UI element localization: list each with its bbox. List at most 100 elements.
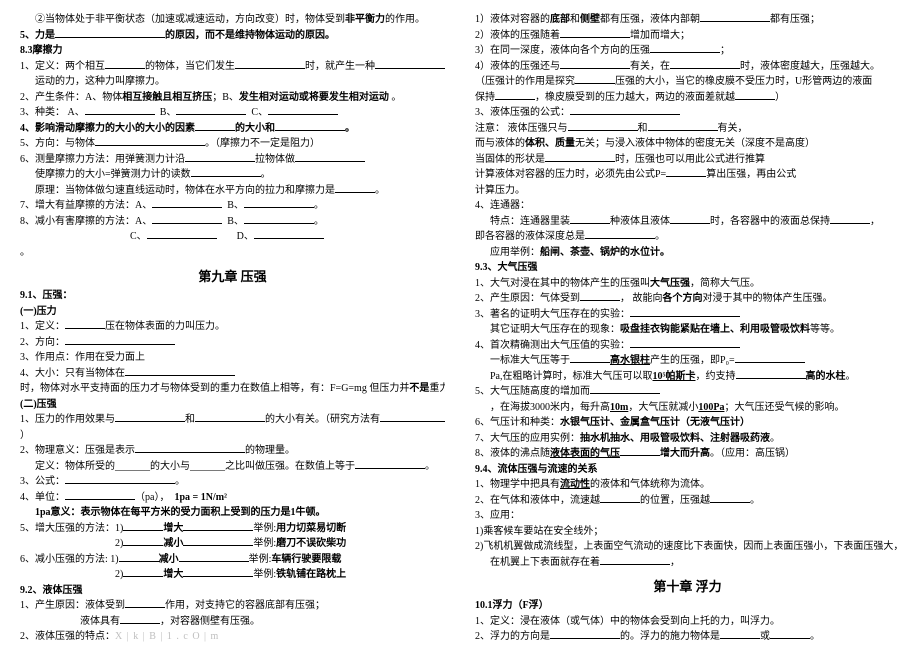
text-line: 2)减小举例:磨刀不误砍柴功 <box>20 536 445 552</box>
t: 1pa = 1N/m² <box>174 492 227 503</box>
t: 。 <box>314 200 324 211</box>
text-line: 特点：连通器里装种液体且液体时，各容器中的液面总保持， <box>475 214 900 230</box>
t: 8、液体的沸点随 <box>475 448 550 459</box>
t: 。 <box>846 371 856 382</box>
t: 相互接触且相互挤压 <box>122 92 212 103</box>
text-line: 4）液体的压强还与有关，在时，液体密度越大，压强越大。 <box>475 59 900 75</box>
t: 。 <box>175 476 185 487</box>
t: 3、公式： <box>20 476 65 487</box>
text-line: 运动的力，这种力叫摩擦力。 <box>20 74 445 90</box>
t: 即各容器的液体深度总是 <box>475 231 585 242</box>
t: 体积、质量 <box>525 138 575 149</box>
text-line: 6、气压计和种类：水银气压计、金属盒气压计（无液气压计） <box>475 415 900 431</box>
section-heading: 9.3、大气压强 <box>475 260 900 276</box>
t: 举例: <box>249 554 272 565</box>
t: 和 <box>638 123 648 134</box>
text-line: 1)乘客候车要站在安全线外； <box>475 524 900 540</box>
text-line: 4、首次精确测出大气压值的实验： <box>475 338 900 354</box>
t: 2、产生原因：气体受到 <box>475 293 580 304</box>
section-heading: 9.2、液体压强 <box>20 583 445 599</box>
t: 注意： 液体压强只与 <box>475 123 568 134</box>
t: 的大小有关。（研究方法有 <box>265 414 380 425</box>
t: 5、力是 <box>20 30 55 41</box>
text-line: 保持，橡皮膜受到的压力越大，两边的液面差就越） <box>475 90 900 106</box>
text-line: 1）液体对容器的底部和侧壁都有压强，液体内部朝都有压强； <box>475 12 900 28</box>
t: 的原因，而不是维持物体运动的原因。 <box>165 30 335 41</box>
text-line: 4、单位： （pa）， 1pa = 1N/m² <box>20 490 445 506</box>
t: 有关，在 <box>630 61 670 72</box>
t: 船闸、茶壶、锅炉的水位计。 <box>540 247 670 258</box>
text-line: 计算压力。 <box>475 183 900 199</box>
t: 发生相对运动或将要发生相对运动 <box>239 92 389 103</box>
t: 一标准大气压等于 <box>490 355 570 366</box>
text-line: ②当物体处于非平衡状态（加速或减速运动，方向改变）时，物体受到非平衡力的作用。 <box>20 12 445 28</box>
text-line: 1、产生原因：液体受到作用，对支持它的容器底部有压强； <box>20 598 445 614</box>
t: 定义：物体所受的_______的大小与_______之比叫做压强。在数值上等于 <box>35 461 355 472</box>
t: ②当物体处于非平衡状态（加速或减速运动，方向改变）时，物体受到 <box>35 14 345 25</box>
t: B、 <box>227 200 244 211</box>
t: 在机翼上下表面就存在着 <box>490 557 600 568</box>
text-line: 当固体的形状是时，压强也可以用此公式进行推算 <box>475 152 900 168</box>
text-line: 计算液体对容器的压力时，必须先由公式P=算出压强，再由公式 <box>475 167 900 183</box>
t: ，在海拔3000米内，每升高 <box>490 402 610 413</box>
text-line: 8、减小有害摩擦的方法：A、 B、。 <box>20 214 445 230</box>
t: （pa）， <box>135 492 169 503</box>
t: 种液体且液体 <box>610 216 670 227</box>
t: 底部 <box>550 14 570 25</box>
text-line: 7、大气压的应用实例：抽水机抽水、用吸管吸饮料、注射器吸药液。 <box>475 431 900 447</box>
t: ；B、 <box>212 92 239 103</box>
text-line: 2)飞机机翼做成流线型，上表面空气流动的速度比下表面快，因而上表面压强小，下表面… <box>475 539 900 555</box>
subsection: (一)压力 <box>20 304 445 320</box>
t: ，约支持 <box>696 371 736 382</box>
text-line: 在机翼上下表面就存在着 ， <box>475 555 900 571</box>
text-line: 而与液体的体积、质量无关；与浸入液体中物体的密度无关（深度不是高度） <box>475 136 900 152</box>
t: 重力 <box>429 383 445 394</box>
text-line: 3、作用点：作用在受力面上 <box>20 350 445 366</box>
t: D、 <box>237 231 254 242</box>
t: 6、气压计和种类： <box>475 417 560 428</box>
document-page: ②当物体处于非平衡状态（加速或减速运动，方向改变）时，物体受到非平衡力的作用。 … <box>20 12 900 645</box>
t: 原理：当物体做匀速直线运动时，物体在水平方向的拉力和摩擦力是 <box>35 185 335 196</box>
text-line: 注意： 液体压强只与和有关， <box>475 121 900 137</box>
t: 增加而增大； <box>630 30 690 41</box>
text-line: 即各容器的液体深度总是。 <box>475 229 900 245</box>
text-line: ） <box>20 428 445 444</box>
t: 5、增大压强的方法：1) <box>20 523 123 534</box>
t: 2、液体压强的特点： <box>20 631 115 642</box>
text-line: 1、大气对浸在其中的物体产生的压强叫大气压强，简称大气压。 <box>475 276 900 292</box>
t: 流动性 <box>560 479 590 490</box>
text-line: 液体具有，对容器侧壁有压强。 <box>20 614 445 630</box>
t: 的作用。 <box>385 14 425 25</box>
t: 但压力并 <box>369 383 409 394</box>
t: ， <box>670 557 680 568</box>
t: 2、产生条件：A、物体 <box>20 92 122 103</box>
text-line: （压强计的作用是探究压强的大小，当它的橡皮膜不受压力时，U形管两边的液面 <box>475 74 900 90</box>
t: 作用，对支持它的容器底部有压强； <box>165 600 325 611</box>
t: 非平衡力 <box>345 14 385 25</box>
t: 当固体的形状是 <box>475 154 545 165</box>
t: 4、单位： <box>20 492 65 503</box>
t: 产生的压强，即P₀= <box>650 355 735 366</box>
t: 的液体和气体统称为流体。 <box>590 479 710 490</box>
text-line: 3、液体压强的公式： <box>475 105 900 121</box>
t: 2) <box>115 569 123 580</box>
t: 大气压强 <box>650 278 690 289</box>
section-heading: 9.1、压强： <box>20 288 445 304</box>
t: 减小 <box>159 554 179 565</box>
t: 增大而升高 <box>660 448 710 459</box>
text-line: 2)增大举例:铁轨铺在路枕上 <box>20 567 445 583</box>
t: 时，物体对水平支持面的压力才与物体受到的重力在数值上相等，有：F=G=mg <box>20 383 367 394</box>
text-line: 2、浮力的方向是的。浮力的施力物体是或。 <box>475 629 900 645</box>
t: 和 <box>185 414 195 425</box>
t: 。 <box>345 123 355 134</box>
t: 2）液体的压强随着 <box>475 30 560 41</box>
t: 增大 <box>163 523 183 534</box>
text-line: 5、增大压强的方法：1)增大举例:用力切菜易切断 <box>20 521 445 537</box>
text-line: 3、应用： <box>475 508 900 524</box>
t: 不是 <box>409 383 429 394</box>
t: 6、测量摩擦力方法：用弹簧测力计沿 <box>20 154 185 165</box>
subsection: (二)压强 <box>20 397 445 413</box>
text-line: 5、大气压随高度的增加而 <box>475 384 900 400</box>
t: 3、种类： A、 <box>20 107 85 118</box>
text-line: 定义：物体所受的_______的大小与_______之比叫做压强。在数值上等于。 <box>20 459 445 475</box>
